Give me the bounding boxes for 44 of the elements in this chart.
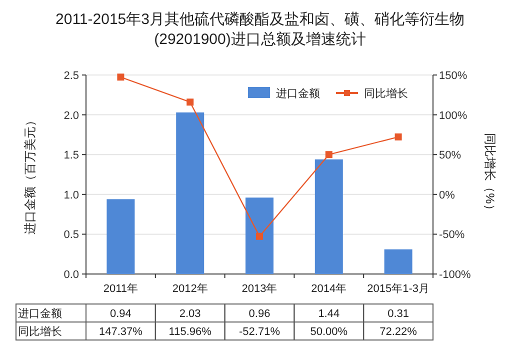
data-label: 0.31 <box>388 308 410 320</box>
data-label: 115.96% <box>168 326 212 338</box>
text: 同比增长 <box>18 326 62 338</box>
y2-tick-label: -50% <box>439 229 465 242</box>
data-label: 1.44 <box>318 308 340 320</box>
data-label: 0.96 <box>248 308 270 320</box>
y-tick-label: 2.0 <box>64 110 79 122</box>
data-label: 0.94 <box>110 308 132 320</box>
legend-label: 同比增长 <box>364 87 408 100</box>
x-tick-label: 2015年1-3月 <box>367 283 430 295</box>
y-axis-title: 进口金额（百万美元） <box>23 114 37 234</box>
y-tick-label: 1.5 <box>64 150 79 162</box>
y2-tick-label: 50% <box>439 150 462 162</box>
bar <box>314 159 343 274</box>
data-label: 147.37% <box>98 326 143 338</box>
data-label: 72.22% <box>380 326 418 338</box>
x-tick-label: 2012年 <box>172 283 208 295</box>
y2-tick-label: 150% <box>439 70 468 82</box>
y-tick-label: 1.0 <box>64 189 79 202</box>
y2-axis-title: 同比增长（%） <box>483 133 497 216</box>
data-label: 50.00% <box>310 326 348 338</box>
text: 进口金额 <box>18 308 62 320</box>
point <box>186 98 194 106</box>
data-label: 2.03 <box>179 308 201 320</box>
point <box>325 151 332 158</box>
y-tick-label: 0.5 <box>64 229 79 242</box>
point <box>394 133 402 140</box>
point <box>117 74 124 81</box>
y2-tick-label: -100% <box>439 269 472 281</box>
y2-tick-label: 0% <box>439 189 456 202</box>
bar <box>106 199 135 274</box>
x-tick-label: 2011年 <box>103 283 138 295</box>
bar <box>246 198 274 274</box>
legend-label: 进口金额 <box>276 87 320 100</box>
data-label: -52.71% <box>239 326 280 338</box>
chart-title: 2011-2015年3月其他硫代磷酸酯及盐和卤、磺、硝化等衍生物(29201900)进口总额及增速统计 <box>56 11 464 48</box>
point <box>256 232 263 240</box>
x-tick-label: 2014年 <box>311 283 347 295</box>
y-tick-label: 0.0 <box>64 269 79 281</box>
bar <box>176 112 204 274</box>
y2-tick-label: 100% <box>439 110 468 122</box>
x-tick-label: 2013年 <box>242 283 278 295</box>
bar <box>384 249 412 274</box>
y-tick-label: 2.5 <box>64 70 79 82</box>
